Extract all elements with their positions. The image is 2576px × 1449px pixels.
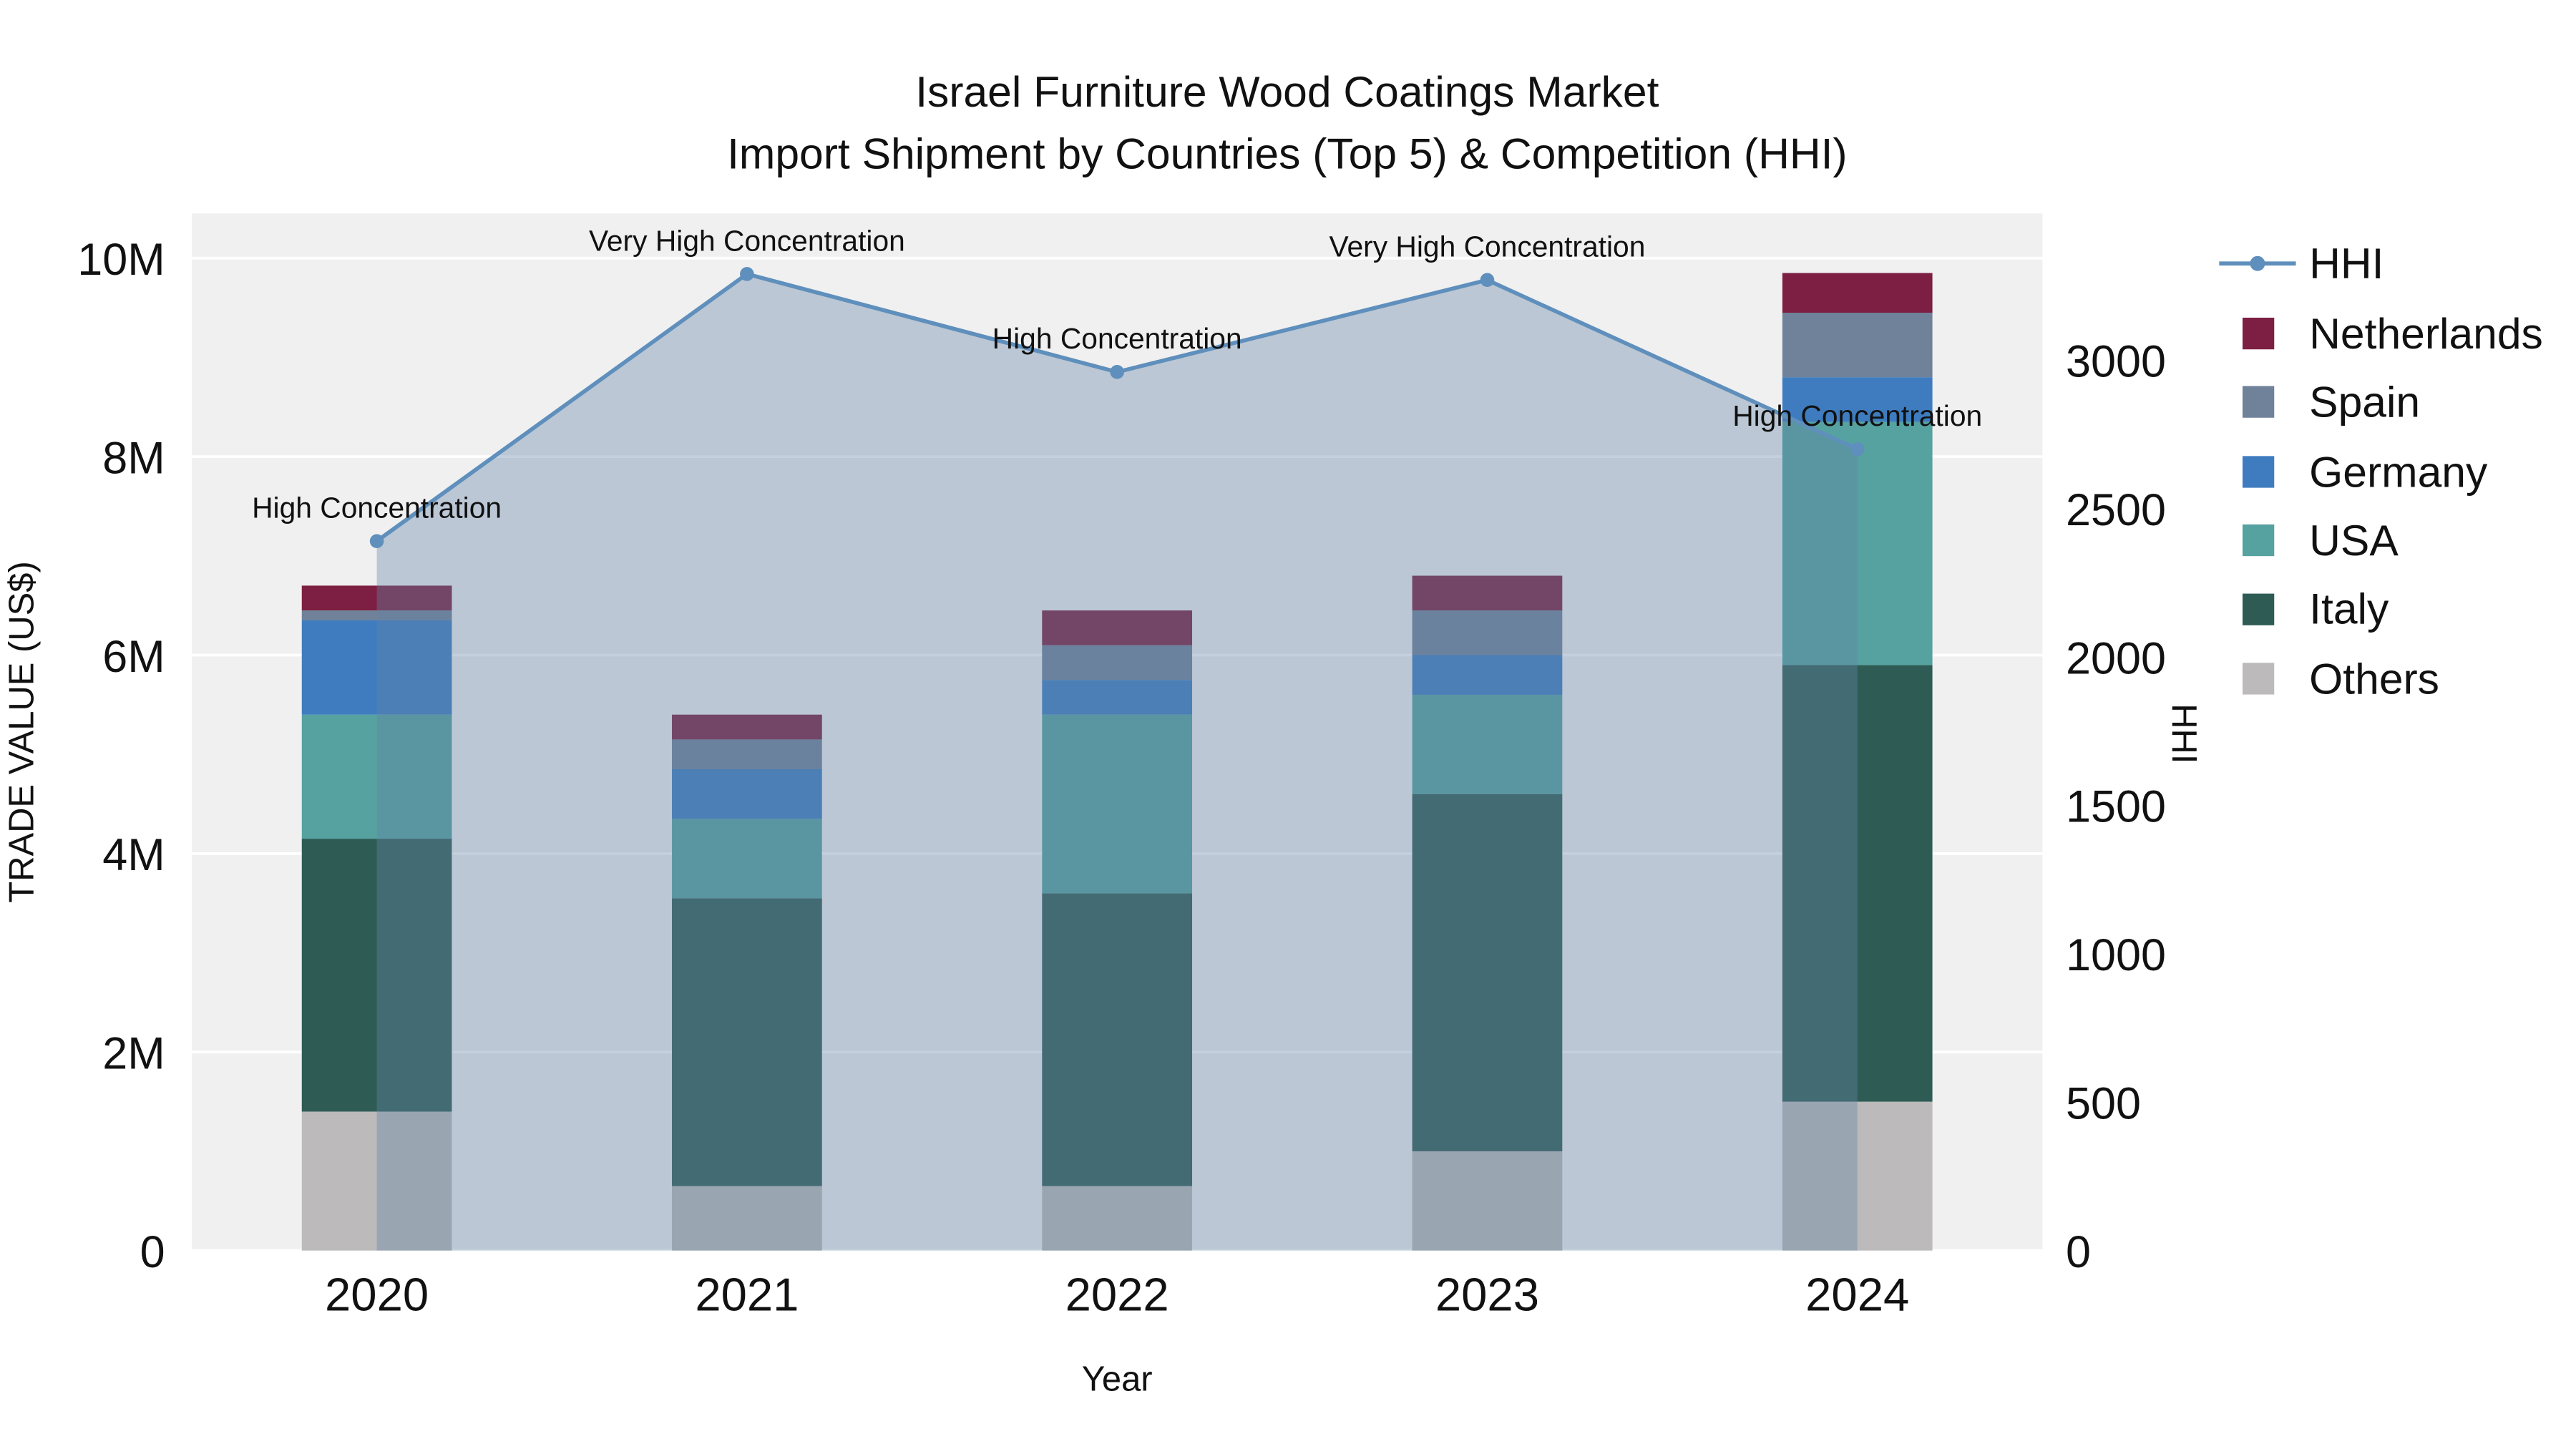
bar-segment-italy-2023[interactable] xyxy=(1412,794,1563,1151)
legend-item-italy[interactable]: Italy xyxy=(2242,585,2389,633)
hhi-line-layer xyxy=(369,267,1865,549)
bar-segment-germany-2024[interactable] xyxy=(1782,377,1933,422)
bar-segment-spain-2023[interactable] xyxy=(1412,610,1563,655)
hhi-area-layer xyxy=(376,273,1858,1251)
bar-segment-others-2020[interactable] xyxy=(301,1111,452,1251)
bar-segment-usa-2020[interactable] xyxy=(301,714,452,839)
legend-item-netherlands[interactable]: Netherlands xyxy=(2242,309,2543,358)
bar-series-layer xyxy=(301,273,1933,1251)
bar-segment-others-2022[interactable] xyxy=(1042,1186,1193,1251)
bar-segment-italy-2024[interactable] xyxy=(1782,665,1933,1102)
legend-swatch-usa xyxy=(2242,524,2275,557)
y-right-tick-3000: 3000 xyxy=(2066,337,2166,387)
bar-segment-spain-2022[interactable] xyxy=(1042,645,1193,680)
chart-title-line2: Import Shipment by Countries (Top 5) & C… xyxy=(727,129,1848,177)
legend: HHI Netherlands Spain Germany USA Italy xyxy=(2219,239,2543,703)
bar-segment-germany-2021[interactable] xyxy=(672,769,822,819)
bar-segment-italy-2021[interactable] xyxy=(672,898,822,1186)
bar-segment-spain-2020[interactable] xyxy=(301,610,452,620)
x-tick-2021: 2021 xyxy=(695,1269,799,1321)
annotation-2022: High Concentration xyxy=(992,322,1242,355)
legend-item-hhi[interactable]: HHI xyxy=(2219,239,2384,288)
legend-item-usa[interactable]: USA xyxy=(2242,516,2399,565)
y-right-tick-2500: 2500 xyxy=(2066,485,2166,535)
y-left-tick-0: 0 xyxy=(140,1227,165,1277)
y-right-tick-0: 0 xyxy=(2066,1227,2091,1277)
bar-segment-usa-2021[interactable] xyxy=(672,819,822,899)
bar-segment-spain-2021[interactable] xyxy=(672,739,822,769)
y-right-tick-1000: 1000 xyxy=(2066,930,2166,980)
axis-ticks-layer: 0 2M 4M 6M 8M 10M 0 500 1000 1500 2000 2500 3000 2020… xyxy=(77,235,2166,1320)
y-right-tick-1500: 1500 xyxy=(2066,782,2166,832)
legend-item-germany[interactable]: Germany xyxy=(2242,447,2488,496)
y-left-tick-6M: 6M xyxy=(102,632,165,682)
chart-title-line1: Israel Furniture Wood Coatings Market xyxy=(915,67,1659,116)
bar-segment-usa-2024[interactable] xyxy=(1782,421,1933,665)
hhi-marker-2022[interactable] xyxy=(1110,365,1124,379)
legend-label-italy: Italy xyxy=(2309,585,2389,633)
annotation-2021: Very High Concentration xyxy=(589,224,905,257)
y-left-tick-8M: 8M xyxy=(102,433,165,483)
y-right-tick-500: 500 xyxy=(2066,1079,2141,1129)
legend-label-netherlands: Netherlands xyxy=(2309,309,2543,358)
bar-segment-usa-2023[interactable] xyxy=(1412,694,1563,794)
legend-label-spain: Spain xyxy=(2309,378,2420,426)
legend-swatch-germany xyxy=(2242,456,2275,488)
y-left-tick-4M: 4M xyxy=(102,830,165,880)
legend-label-germany: Germany xyxy=(2309,447,2488,496)
legend-label-usa: USA xyxy=(2309,516,2399,565)
x-tick-2024: 2024 xyxy=(1805,1269,1909,1321)
hhi-marker-2020[interactable] xyxy=(369,534,384,549)
hhi-area-fill xyxy=(376,273,1858,1251)
bar-segment-others-2023[interactable] xyxy=(1412,1151,1563,1251)
y-axis-label-right: HHI xyxy=(2165,703,2203,763)
x-tick-2020: 2020 xyxy=(325,1269,429,1321)
bar-segment-germany-2023[interactable] xyxy=(1412,655,1563,695)
legend-item-spain[interactable]: Spain xyxy=(2242,378,2420,426)
y-left-tick-2M: 2M xyxy=(102,1029,165,1079)
x-tick-2022: 2022 xyxy=(1065,1269,1169,1321)
bar-segment-others-2021[interactable] xyxy=(672,1186,822,1251)
bar-segment-netherlands-2021[interactable] xyxy=(672,714,822,740)
y-left-tick-10M: 10M xyxy=(77,235,165,285)
legend-label-hhi: HHI xyxy=(2309,239,2384,288)
bar-segment-netherlands-2024[interactable] xyxy=(1782,273,1933,313)
hhi-legend-marker-icon xyxy=(2250,255,2265,271)
bar-segment-italy-2022[interactable] xyxy=(1042,893,1193,1186)
hhi-marker-2024[interactable] xyxy=(1850,441,1865,457)
annotations-layer: High Concentration Very High Concentratio… xyxy=(252,224,1982,524)
bar-segment-netherlands-2020[interactable] xyxy=(301,585,452,611)
legend-swatch-italy xyxy=(2242,593,2275,625)
bar-segment-netherlands-2023[interactable] xyxy=(1412,575,1563,611)
hhi-marker-2023[interactable] xyxy=(1480,273,1495,288)
bar-segment-usa-2022[interactable] xyxy=(1042,714,1193,894)
annotation-2024: High Concentration xyxy=(1732,399,1982,432)
annotation-2020: High Concentration xyxy=(252,492,502,525)
bar-segment-germany-2022[interactable] xyxy=(1042,680,1193,715)
x-axis-label: Year xyxy=(1082,1360,1153,1398)
y-axis-label-left: TRADE VALUE (US$) xyxy=(3,561,42,903)
bar-segment-italy-2020[interactable] xyxy=(301,839,452,1112)
legend-swatch-netherlands xyxy=(2242,317,2275,350)
legend-swatch-others xyxy=(2242,663,2275,695)
hhi-marker-2021[interactable] xyxy=(740,267,754,281)
y-right-tick-2000: 2000 xyxy=(2066,633,2166,683)
legend-label-others: Others xyxy=(2309,654,2439,703)
annotation-2023: Very High Concentration xyxy=(1330,230,1646,263)
legend-swatch-spain xyxy=(2242,386,2275,418)
bar-segment-others-2024[interactable] xyxy=(1782,1101,1933,1251)
bar-segment-netherlands-2022[interactable] xyxy=(1042,610,1193,645)
bar-segment-spain-2024[interactable] xyxy=(1782,313,1933,378)
x-tick-2023: 2023 xyxy=(1435,1269,1539,1321)
bar-segment-germany-2020[interactable] xyxy=(301,620,452,715)
legend-item-others[interactable]: Others xyxy=(2242,654,2439,703)
